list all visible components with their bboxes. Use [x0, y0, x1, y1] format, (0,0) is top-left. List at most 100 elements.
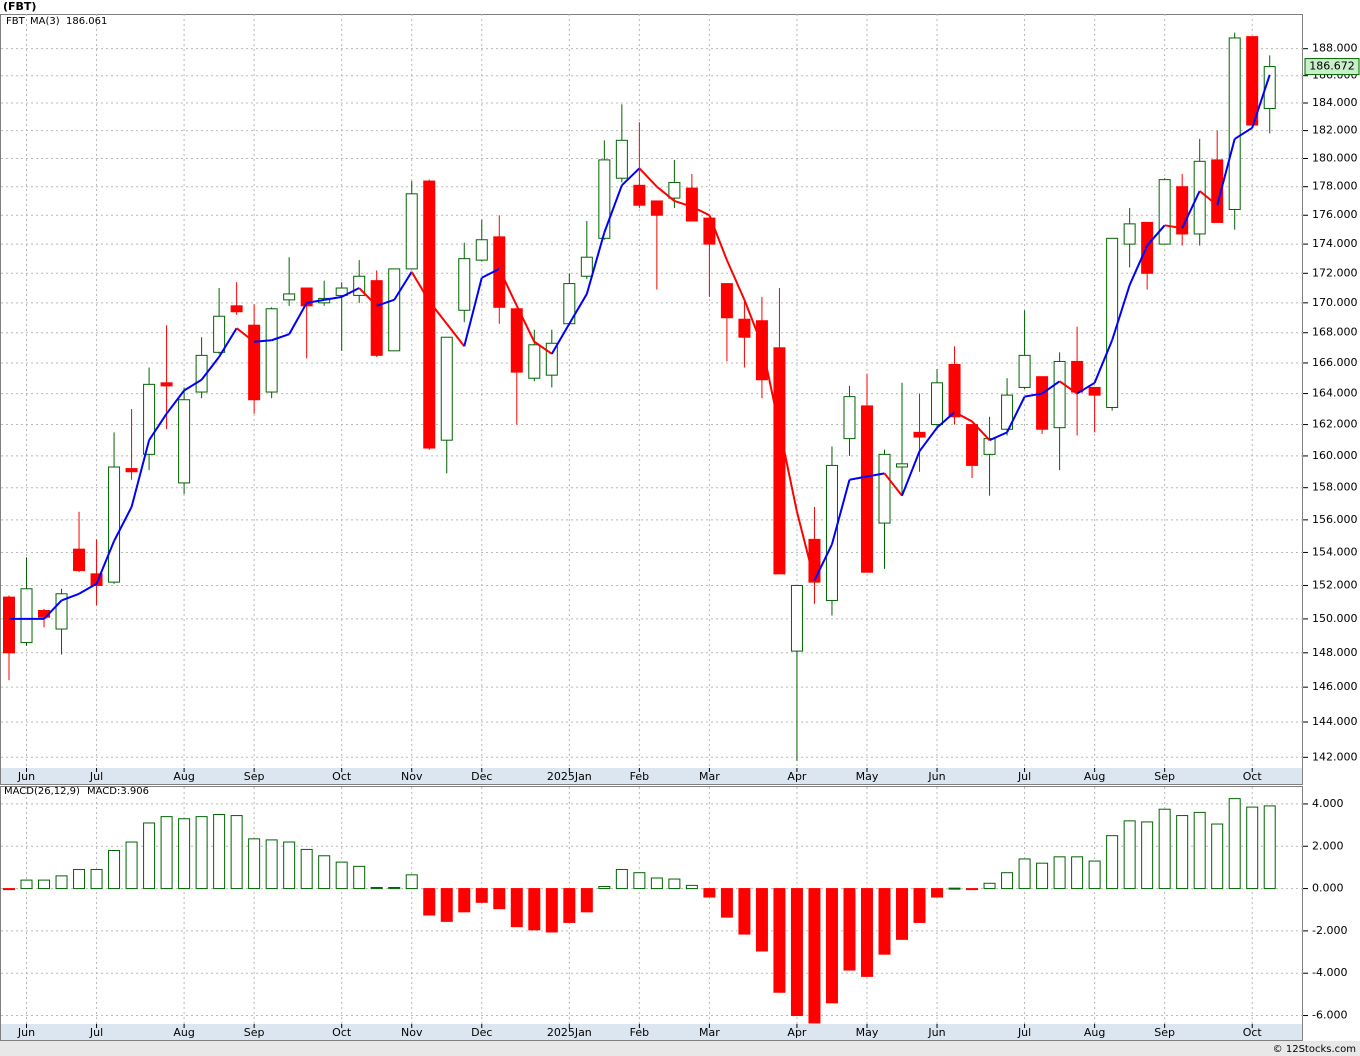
macd-bar	[1211, 823, 1224, 890]
macd-bar	[563, 888, 576, 923]
x-tick-label: Dec	[471, 770, 492, 783]
ma-line	[603, 184, 623, 233]
x-tick-label: May	[856, 1026, 879, 1039]
macd-bar	[948, 887, 961, 890]
candle-body	[440, 336, 453, 441]
candle-body	[703, 217, 716, 245]
ma-line	[638, 167, 658, 188]
macd-bar	[265, 839, 278, 890]
ma-line	[1146, 224, 1166, 247]
macd-bar	[755, 888, 768, 952]
y-tick-label: 144.000	[1312, 715, 1358, 728]
ma-line	[376, 298, 395, 307]
ma-line	[1093, 339, 1114, 384]
ma-line	[324, 295, 342, 301]
ma-line	[113, 506, 133, 542]
price-frame	[0, 14, 1303, 785]
x-tick-label: Apr	[787, 770, 807, 783]
y-tick-label: 170.000	[1312, 296, 1358, 309]
candle-body	[125, 468, 138, 473]
x-tick-label: 2025Jan	[547, 770, 592, 783]
macd-bar	[475, 888, 488, 903]
ma-line	[849, 475, 868, 481]
ma-line	[1024, 392, 1043, 398]
macd-bar	[1263, 805, 1276, 890]
ma-line	[760, 344, 781, 428]
macd-bar	[125, 841, 138, 890]
ma-line	[1076, 381, 1096, 395]
y-tick-label: 150.000	[1312, 612, 1358, 625]
x-tick-label: Jul	[89, 770, 103, 783]
legend-ma-value: 186.061	[66, 16, 107, 27]
macd-bar	[790, 888, 803, 1017]
ma-line	[1199, 190, 1218, 206]
ma-line	[866, 472, 885, 478]
macd-bar	[38, 879, 51, 890]
x-tick-label: Dec	[471, 1026, 492, 1039]
ma-line	[1111, 284, 1131, 341]
last-price-box	[1304, 58, 1360, 76]
x-tick-label: Mar	[699, 770, 720, 783]
macd-bar	[983, 882, 996, 890]
macd-bar	[1193, 811, 1206, 890]
ma-line	[1181, 190, 1201, 229]
macd-bar	[720, 888, 733, 918]
candle-body	[55, 593, 68, 630]
candle-body	[913, 431, 926, 438]
macd-bar	[370, 887, 383, 890]
y-tick-label: 164.000	[1312, 387, 1358, 400]
candle-body	[143, 383, 156, 455]
macd-bar	[3, 888, 15, 891]
ma-line	[254, 339, 272, 343]
macd-bar	[388, 887, 401, 890]
ma-line	[1006, 396, 1026, 433]
ma-line	[743, 299, 763, 346]
ma-line	[1041, 380, 1061, 395]
ma-line	[901, 450, 921, 497]
candle-body	[388, 268, 401, 352]
candle-body	[843, 396, 856, 440]
candle-body	[545, 342, 558, 376]
macd-bar	[1088, 860, 1101, 890]
macd-bar	[300, 848, 313, 890]
x-tick-label: Jun	[17, 1026, 35, 1039]
macd-bar	[493, 888, 506, 910]
macd-bar	[335, 861, 348, 890]
ma-line	[410, 271, 431, 302]
candle-body	[790, 584, 803, 652]
x-tick-label: Jul	[1017, 1026, 1031, 1039]
ma-line	[1251, 74, 1271, 129]
macd-bar	[90, 869, 103, 890]
ma-line	[954, 411, 973, 423]
ma-line	[989, 431, 1008, 442]
y-tick-label: 148.000	[1312, 646, 1358, 659]
ma-line	[393, 271, 413, 301]
x-tick-label: Aug	[173, 770, 194, 783]
x-tick-label: Aug	[1084, 1026, 1105, 1039]
y-tick-label: -2.000	[1312, 924, 1347, 937]
macd-bar	[878, 888, 891, 955]
candle-body	[720, 283, 733, 319]
candle-body	[633, 184, 646, 206]
macd-bar	[913, 888, 926, 923]
candle-body	[896, 463, 909, 468]
ma-line	[358, 287, 378, 307]
ma-line	[533, 340, 553, 355]
candle-body	[3, 596, 15, 654]
ma-line	[515, 305, 536, 343]
candle-body	[615, 139, 628, 179]
y-tick-label: 152.000	[1312, 578, 1358, 591]
ma-line	[183, 378, 203, 392]
ma-line	[288, 302, 308, 335]
footer-bar	[0, 1041, 1360, 1056]
x-tick-label: Jun	[927, 1026, 945, 1039]
candle-body	[248, 324, 261, 401]
candle-body	[1193, 160, 1206, 235]
macd-bar	[440, 888, 453, 922]
y-tick-label: 146.000	[1312, 680, 1358, 693]
macd-bar	[230, 815, 243, 890]
candle-body	[773, 347, 786, 575]
macd-bar	[1228, 798, 1241, 890]
x-tick-label: Oct	[332, 770, 352, 783]
ma-line	[795, 511, 816, 581]
